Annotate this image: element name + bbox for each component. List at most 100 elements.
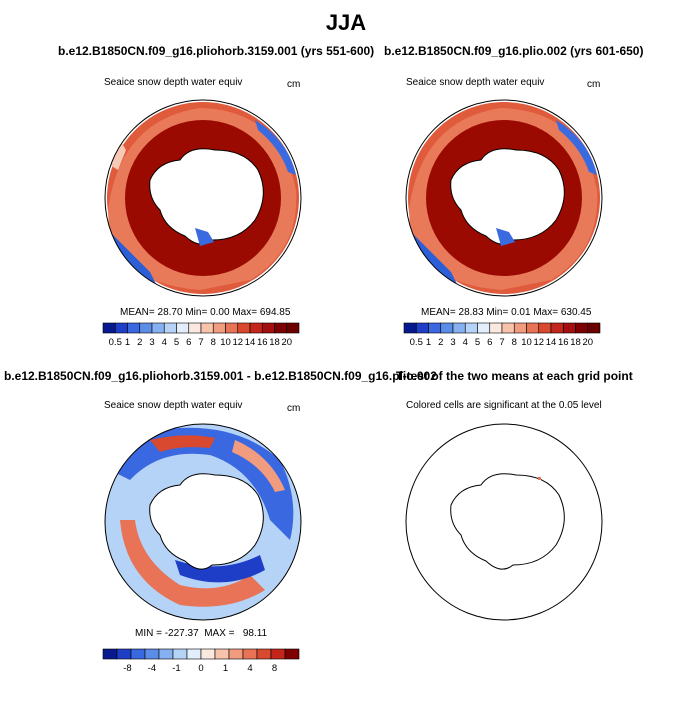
colorbar-label: 3 [450, 337, 455, 348]
colorbar-label: 0.5 [410, 337, 423, 348]
figure-title: JJA [325, 10, 367, 35]
colorbar-label: 2 [137, 337, 142, 348]
panel-2-max: 630.45 [560, 307, 592, 318]
colorbar-label: 7 [499, 337, 504, 348]
colorbar-label: 4 [162, 337, 167, 348]
panel-1-mean: 28.70 [157, 307, 183, 318]
colorbar-swatch [270, 648, 286, 660]
colorbar-swatch [415, 322, 429, 334]
colorbar-swatch [116, 648, 132, 660]
colorbar-label: 8 [211, 337, 216, 348]
colorbar-label: 0.5 [109, 337, 122, 348]
colorbar-label: 1 [426, 337, 431, 348]
colorbar-swatch [464, 322, 478, 334]
colorbar-label: 8 [272, 663, 277, 674]
colorbar-label: 4 [463, 337, 468, 348]
panel-1-variable: Seaice snow depth water equiv [104, 77, 243, 88]
panel-2-stats: MEAN= 28.83 Min= 0.01 Max= 630.45 [421, 307, 591, 318]
colorbar-label: 14 [245, 337, 256, 348]
colorbar-label: 18 [570, 337, 581, 348]
colorbar-swatch [274, 322, 288, 334]
colorbar-swatch [200, 322, 214, 334]
panel-1-min: 0.00 [210, 307, 230, 318]
panel-3-variable: Seaice snow depth water equiv [104, 400, 243, 411]
panel-4-title: T-test of the two means at each grid poi… [396, 369, 633, 383]
colorbar-swatch [237, 322, 251, 334]
colorbar-label: 20 [281, 337, 292, 348]
colorbar-label: 6 [186, 337, 191, 348]
colorbar-swatch [176, 322, 190, 334]
panel-2-title: b.e12.B1850CN.f09_g16.plio.002 (yrs 601-… [384, 44, 644, 58]
colorbar-swatch [163, 322, 177, 334]
panel-3-stats: MIN = -227.37 MAX = 98.11 [135, 628, 268, 639]
colorbar-label: 4 [247, 663, 252, 674]
colorbar-label: -4 [148, 663, 156, 674]
colorbar-label: 8 [512, 337, 517, 348]
colorbar-swatch [130, 648, 146, 660]
colorbar-swatch [538, 322, 552, 334]
panel-1-title: b.e12.B1850CN.f09_g16.pliohorb.3159.001 … [58, 44, 375, 58]
colorbar-swatch [452, 322, 466, 334]
colorbar-label: 12 [533, 337, 544, 348]
colorbar-label: 18 [269, 337, 280, 348]
colorbar-swatch [550, 322, 564, 334]
panel-3-units: cm [287, 403, 301, 414]
colorbar-swatch [102, 648, 118, 660]
colorbar-swatch [212, 322, 226, 334]
colorbar-label: 16 [257, 337, 268, 348]
colorbar-label: 3 [149, 337, 154, 348]
colorbar-swatch [172, 648, 188, 660]
colorbar-swatch [249, 322, 263, 334]
panel-2-min: 0.01 [511, 307, 531, 318]
panel-1-mean-label: MEAN= [120, 307, 155, 318]
panel-1-stats: MEAN= 28.70 Min= 0.00 Max= 694.85 [120, 307, 290, 318]
panel-2-mean: 28.83 [458, 307, 484, 318]
colorbar-label: 1 [125, 337, 130, 348]
colorbar-swatch [501, 322, 515, 334]
colorbar-swatch [188, 322, 202, 334]
colorbar-swatch [477, 322, 491, 334]
colorbar-swatch [158, 648, 174, 660]
colorbar-swatch [428, 322, 442, 334]
colorbar-swatch [403, 322, 417, 334]
colorbar-label: 10 [220, 337, 231, 348]
colorbar-swatch [200, 648, 216, 660]
panel-1-max-label: Max= [232, 307, 258, 318]
colorbar-label: 5 [475, 337, 480, 348]
panel-2-min-label: Min= [486, 307, 509, 318]
colorbar-swatch [225, 322, 239, 334]
colorbar-swatch [575, 322, 589, 334]
colorbar-swatch [587, 322, 601, 334]
colorbar-label: -1 [172, 663, 180, 674]
colorbar-label: 1 [223, 663, 228, 674]
colorbar-label: 12 [232, 337, 243, 348]
colorbar-label: 14 [546, 337, 557, 348]
colorbar-label: 2 [438, 337, 443, 348]
panel-2-colorbar: 0.5 1 2 3 4 5 6 7 8 10 12 14 16 18 20 [403, 322, 601, 348]
colorbar-swatch [114, 322, 128, 334]
panel-2-variable: Seaice snow depth water equiv [406, 77, 545, 88]
colorbar-swatch [513, 322, 527, 334]
colorbar-swatch [144, 648, 160, 660]
colorbar-swatch [228, 648, 244, 660]
colorbar-swatch [440, 322, 454, 334]
colorbar-swatch [562, 322, 576, 334]
colorbar-swatch [256, 648, 272, 660]
panel-2-max-label: Max= [533, 307, 559, 318]
colorbar-swatch [526, 322, 540, 334]
colorbar-swatch [261, 322, 275, 334]
colorbar-label: 20 [582, 337, 593, 348]
panel-1-max: 694.85 [259, 307, 291, 318]
colorbar-swatch [214, 648, 230, 660]
colorbar-swatch [489, 322, 503, 334]
colorbar-label: 10 [521, 337, 532, 348]
colorbar-swatch [284, 648, 300, 660]
colorbar-swatch [127, 322, 141, 334]
panel-2-units: cm [587, 79, 601, 90]
panel-1-colorbar: 0.5 1 2 3 4 5 6 7 8 10 12 14 16 18 20 [102, 322, 300, 348]
panel-2-mean-label: MEAN= [421, 307, 456, 318]
colorbar-swatch [139, 322, 153, 334]
panel-3-title: b.e12.B1850CN.f09_g16.pliohorb.3159.001 … [4, 369, 437, 383]
colorbar-swatch [151, 322, 165, 334]
